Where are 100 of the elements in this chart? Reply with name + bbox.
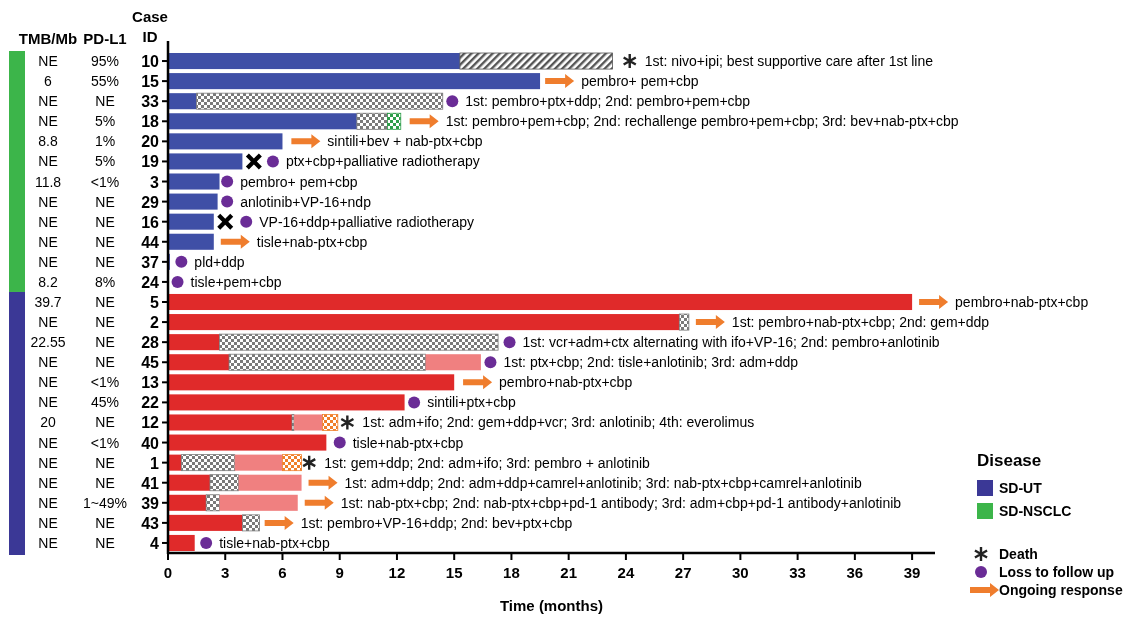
annotation: ptx+cbp+palliative radiotherapy bbox=[285, 153, 480, 170]
text: <1% bbox=[90, 173, 120, 190]
y-tick-label: 3 bbox=[150, 173, 160, 191]
text: NE bbox=[38, 113, 58, 130]
text: 11.8 bbox=[34, 173, 62, 190]
text: NE bbox=[95, 454, 115, 471]
text: NE bbox=[38, 253, 58, 270]
y-tick-label: 22 bbox=[141, 394, 160, 412]
text: SD-UT bbox=[999, 480, 1043, 496]
y-tick-label: 20 bbox=[141, 133, 160, 151]
annotation: pld+ddp bbox=[194, 253, 245, 270]
annotation: pembro+ pem+cbp bbox=[581, 73, 699, 90]
annotation: 1st: nab-ptx+cbp; 2nd: nab-ptx+cbp+pd-1 antibody; 3rd: adm+cbp+pd-1 antibody+anlotinib bbox=[340, 494, 902, 511]
annotation: pembro+nab-ptx+cbp bbox=[499, 374, 633, 391]
text: PD-L1 bbox=[83, 30, 127, 47]
y-axis-title: Case ID bbox=[132, 8, 168, 45]
text: 8% bbox=[94, 273, 116, 290]
text: NE bbox=[95, 334, 115, 351]
x-axis-title: Time (months) bbox=[499, 597, 604, 614]
text: NE bbox=[38, 534, 58, 551]
text: 39.7 bbox=[34, 294, 62, 310]
y-tick-label: 19 bbox=[141, 153, 160, 171]
text: NE bbox=[38, 93, 58, 110]
text: NE bbox=[95, 213, 115, 230]
annotation: tisle+nab-ptx+cbp bbox=[352, 434, 464, 451]
text: NE bbox=[95, 93, 115, 110]
y-tick-label: 1 bbox=[150, 454, 160, 472]
text: 8.8 bbox=[38, 133, 58, 150]
text: <1% bbox=[90, 374, 120, 391]
y-tick-label: 16 bbox=[141, 213, 160, 231]
text: NE bbox=[38, 153, 58, 170]
x-tick-label: 9 bbox=[335, 564, 344, 581]
text: 8.2 bbox=[38, 273, 58, 290]
x-tick-label: 0 bbox=[163, 564, 173, 581]
text: NE bbox=[38, 514, 58, 531]
text: NE bbox=[38, 193, 58, 210]
text: TMB/Mb bbox=[18, 30, 78, 47]
y-tick-label: 33 bbox=[141, 93, 160, 111]
y-tick-label: 29 bbox=[141, 193, 160, 211]
legend-label: Loss to follow up bbox=[999, 564, 1115, 580]
annotation: 1st: vcr+adm+ctx alternating with ifo+VP-16; 2nd: pembro+anlotinib bbox=[522, 334, 940, 351]
x-tick-label: 18 bbox=[503, 564, 520, 581]
x-tick-label: 39 bbox=[903, 564, 921, 581]
text: 1% bbox=[94, 133, 116, 150]
y-tick-label: 39 bbox=[141, 494, 160, 512]
annotation: 1st: pembro+ptx+ddp; 2nd: pembro+pem+cbp bbox=[465, 93, 751, 110]
text: NE bbox=[38, 454, 58, 471]
y-tick-label: 12 bbox=[141, 414, 160, 432]
text: NE bbox=[95, 414, 115, 431]
text: 20 bbox=[40, 414, 56, 431]
annotation: tisle+nab-ptx+cbp bbox=[256, 233, 368, 250]
text: NE bbox=[38, 314, 58, 331]
y-tick-label: 2 bbox=[150, 314, 160, 332]
annotation: sintili+bev + nab-ptx+cbp bbox=[327, 133, 483, 150]
y-tick-label: 18 bbox=[141, 113, 160, 131]
text: pembro+nab-ptx+cbp bbox=[955, 294, 1089, 310]
annotation: tisle+nab-ptx+cbp bbox=[219, 534, 330, 551]
annotation: VP-16+ddp+palliative radiotherapy bbox=[259, 213, 475, 230]
text: NE bbox=[38, 354, 58, 371]
annotation: tisle+pem+cbp bbox=[190, 273, 282, 290]
text: NE bbox=[95, 193, 115, 210]
y-tick-label: 44 bbox=[141, 233, 160, 251]
x-tick-label: 6 bbox=[278, 564, 287, 581]
text: NE bbox=[95, 474, 115, 491]
text: NE bbox=[95, 514, 115, 531]
text: NE bbox=[95, 233, 115, 250]
annotation: 1st: adm+ifo; 2nd: gem+ddp+vcr; 3rd: anlotinib; 4th: everolimus bbox=[362, 414, 755, 431]
x-tick-label: 3 bbox=[221, 564, 230, 581]
text: 95% bbox=[90, 53, 120, 70]
x-tick-label: 30 bbox=[732, 564, 749, 581]
y-tick-label: 40 bbox=[141, 434, 160, 452]
text: 1~49% bbox=[83, 494, 127, 511]
legend-title: Disease bbox=[977, 451, 1042, 470]
x-tick-label: 21 bbox=[560, 564, 578, 581]
text: NE bbox=[38, 213, 58, 230]
text: 45% bbox=[90, 394, 120, 411]
x-tick-label: 33 bbox=[789, 564, 806, 581]
text: NE bbox=[95, 314, 115, 331]
annotation: 1st: ptx+cbp; 2nd: tisle+anlotinib; 3rd: adm+ddp bbox=[503, 354, 799, 371]
y-tick-label: 10 bbox=[141, 53, 160, 71]
annotation: sintili+ptx+cbp bbox=[427, 394, 517, 411]
y-tick-label: 5 bbox=[150, 294, 160, 311]
y-tick-label: 4 bbox=[150, 534, 160, 552]
y-tick-label: 15 bbox=[141, 73, 160, 91]
legend-label: Death bbox=[999, 546, 1038, 562]
text: NE bbox=[95, 534, 115, 551]
annotation: 1st: gem+ddp; 2nd: adm+ifo; 3rd: pembro + anlotinib bbox=[324, 454, 651, 471]
text: NE bbox=[38, 434, 58, 451]
text: NE bbox=[95, 354, 115, 371]
y-tick-label: 45 bbox=[141, 354, 160, 372]
legend-label: Ongoing response bbox=[999, 582, 1123, 598]
text: 5% bbox=[94, 153, 116, 170]
x-tick-label: 27 bbox=[674, 564, 692, 581]
annotation: 1st: pembro+pem+cbp; 2nd: rechallenge pembro+pem+cbp; 3rd: bev+nab-ptx+cbp bbox=[445, 113, 959, 130]
text: NE bbox=[95, 253, 115, 270]
annotation: 1st: nivo+ipi; best supportive care after 1st line bbox=[644, 53, 934, 70]
text: 55% bbox=[90, 73, 120, 90]
annotation: 1st: pembro+VP-16+ddp; 2nd: bev+ptx+cbp bbox=[300, 514, 573, 531]
y-tick-label: 41 bbox=[141, 474, 160, 492]
y-tick-label: 28 bbox=[141, 334, 160, 352]
